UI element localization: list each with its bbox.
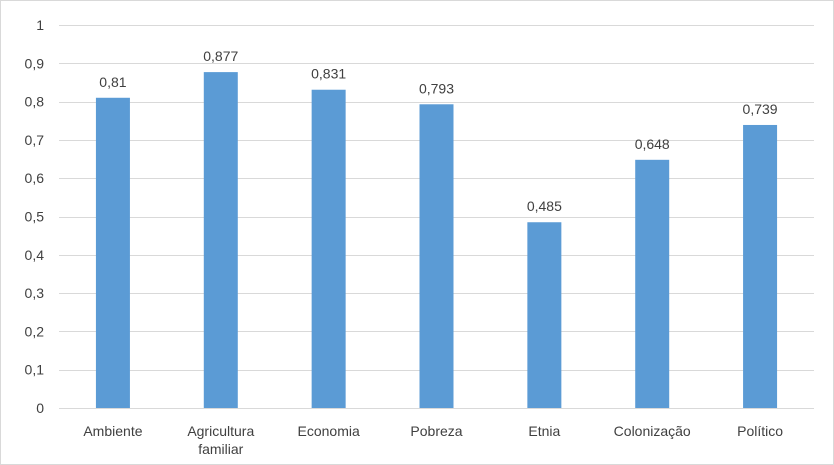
y-tick-label: 0,9 bbox=[25, 55, 45, 71]
x-tick-label: Economia bbox=[298, 423, 360, 439]
x-tick-label: Colonização bbox=[614, 423, 691, 439]
bar bbox=[95, 97, 130, 409]
y-tick-label: 0 bbox=[36, 400, 44, 416]
data-label: 0,81 bbox=[99, 74, 126, 90]
y-tick-label: 0,4 bbox=[25, 247, 45, 263]
y-tick-label: 0,1 bbox=[25, 362, 45, 378]
y-axis-tick-labels: 0 0,1 0,2 0,3 0,4 0,5 0,6 0,7 0,8 0,9 1 bbox=[25, 17, 45, 416]
data-label: 0,793 bbox=[419, 80, 454, 96]
x-tick-label: familiar bbox=[198, 441, 243, 457]
x-tick-label: Ambiente bbox=[83, 423, 142, 439]
data-label: 0,739 bbox=[743, 101, 778, 117]
bars bbox=[95, 72, 778, 409]
x-axis-category-labels: Ambiente Agricultura familiar Economia Pobre… bbox=[83, 423, 783, 457]
y-tick-label: 1 bbox=[36, 17, 44, 33]
gridlines bbox=[59, 25, 814, 371]
data-label: 0,877 bbox=[203, 48, 238, 64]
y-tick-label: 0,8 bbox=[25, 94, 45, 110]
bar bbox=[203, 72, 238, 408]
x-tick-label: Etnia bbox=[528, 423, 560, 439]
y-tick-label: 0,5 bbox=[25, 209, 45, 225]
data-label: 0,831 bbox=[311, 66, 346, 82]
bar bbox=[743, 124, 778, 408]
bar bbox=[527, 222, 562, 408]
y-tick-label: 0,3 bbox=[25, 285, 45, 301]
y-tick-label: 0,7 bbox=[25, 132, 45, 148]
bar bbox=[311, 89, 346, 409]
x-tick-label: Pobreza bbox=[410, 423, 462, 439]
y-tick-label: 0,2 bbox=[25, 323, 45, 339]
data-labels: 0,81 0,877 0,831 0,793 0,485 0,648 0,739 bbox=[99, 48, 777, 214]
bar bbox=[635, 159, 670, 408]
x-tick-label: Político bbox=[737, 423, 783, 439]
x-tick-label: Agricultura bbox=[187, 423, 254, 439]
y-tick-label: 0,6 bbox=[25, 170, 45, 186]
bar bbox=[419, 104, 454, 408]
data-label: 0,485 bbox=[527, 198, 562, 214]
data-label: 0,648 bbox=[635, 136, 670, 152]
